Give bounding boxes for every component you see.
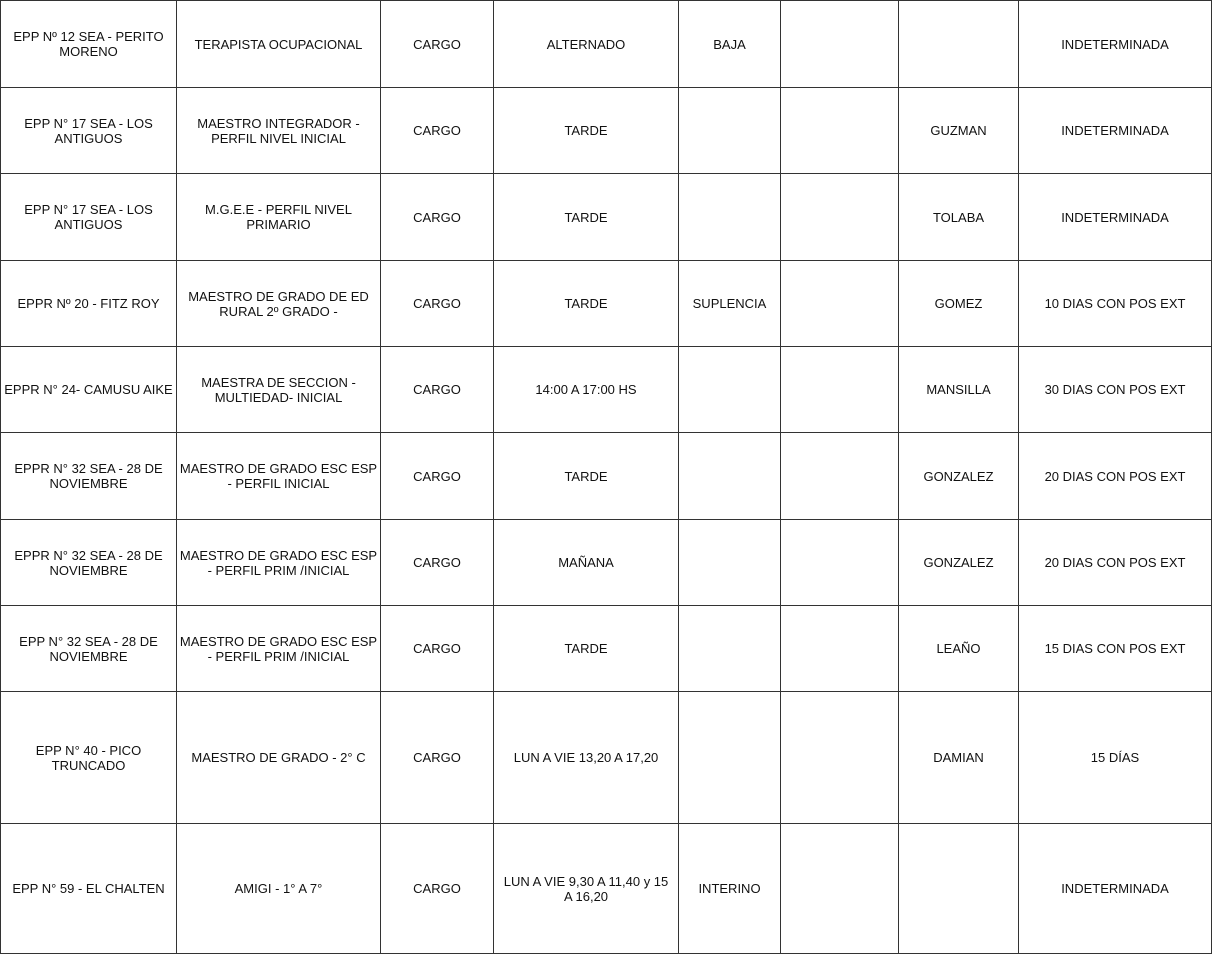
cell-duration: INDETERMINADA (1018, 173, 1212, 261)
cell-extra (780, 260, 899, 347)
table-row: EPP N° 17 SEA - LOS ANTIGUOS MAESTRO INTE… (0, 87, 1212, 174)
cell-schedule: 14:00 A 17:00 HS (493, 346, 679, 433)
cell-schedule: LUN A VIE 9,30 A 11,40 y 15 A 16,20 (493, 823, 679, 954)
cell-type: CARGO (380, 519, 494, 606)
cell-status (678, 605, 781, 692)
cell-status: INTERINO (678, 823, 781, 954)
cell-type: CARGO (380, 260, 494, 347)
cell-type: CARGO (380, 691, 494, 824)
cell-status (678, 691, 781, 824)
cell-schedule: ALTERNADO (493, 0, 679, 88)
cell-name: GONZALEZ (898, 432, 1019, 520)
cell-name: GUZMAN (898, 87, 1019, 174)
cell-schedule: TARDE (493, 87, 679, 174)
table-row: EPPR N° 24- CAMUSU AIKE MAESTRA DE SECCIO… (0, 346, 1212, 433)
cell-duration: 10 DIAS CON POS EXT (1018, 260, 1212, 347)
cell-status: BAJA (678, 0, 781, 88)
cell-schedule: TARDE (493, 432, 679, 520)
cell-schedule: TARDE (493, 605, 679, 692)
cell-school: EPPR Nº 20 - FITZ ROY (0, 260, 177, 347)
cell-duration: INDETERMINADA (1018, 0, 1212, 88)
cell-extra (780, 173, 899, 261)
cell-position: MAESTRO DE GRADO - 2° C (176, 691, 381, 824)
cell-position: MAESTRA DE SECCION - MULTIEDAD- INICIAL (176, 346, 381, 433)
cell-duration: 30 DIAS CON POS EXT (1018, 346, 1212, 433)
cell-school: EPP N° 17 SEA - LOS ANTIGUOS (0, 173, 177, 261)
cell-extra (780, 0, 899, 88)
cell-school: EPP N° 59 - EL CHALTEN (0, 823, 177, 954)
cell-school: EPPR N° 32 SEA - 28 DE NOVIEMBRE (0, 432, 177, 520)
cell-position: MAESTRO DE GRADO ESC ESP - PERFIL PRIM /… (176, 605, 381, 692)
cell-name (898, 0, 1019, 88)
cell-schedule: TARDE (493, 173, 679, 261)
table-row: EPP N° 59 - EL CHALTEN AMIGI - 1° A 7° CAR… (0, 823, 1212, 954)
cell-school: EPP N° 32 SEA - 28 DE NOVIEMBRE (0, 605, 177, 692)
cell-school: EPPR N° 24- CAMUSU AIKE (0, 346, 177, 433)
cell-name: LEAÑO (898, 605, 1019, 692)
cell-duration: 20 DIAS CON POS EXT (1018, 432, 1212, 520)
cell-duration: 15 DIAS CON POS EXT (1018, 605, 1212, 692)
cell-status (678, 346, 781, 433)
cell-name: DAMIAN (898, 691, 1019, 824)
cell-duration: 15 DÍAS (1018, 691, 1212, 824)
table-row: EPPR Nº 20 - FITZ ROY MAESTRO DE GRADO DE… (0, 260, 1212, 347)
cell-extra (780, 691, 899, 824)
cell-type: CARGO (380, 87, 494, 174)
cell-name: TOLABA (898, 173, 1019, 261)
cell-name: MANSILLA (898, 346, 1019, 433)
cell-position: TERAPISTA OCUPACIONAL (176, 0, 381, 88)
cell-school: EPP Nº 12 SEA - PERITO MORENO (0, 0, 177, 88)
cell-type: CARGO (380, 823, 494, 954)
cell-position: MAESTRO DE GRADO ESC ESP - PERFIL INICIA… (176, 432, 381, 520)
cell-status (678, 87, 781, 174)
cell-status (678, 173, 781, 261)
table-row: EPP Nº 12 SEA - PERITO MORENO TERAPISTA O… (0, 0, 1212, 88)
cell-school: EPP N° 17 SEA - LOS ANTIGUOS (0, 87, 177, 174)
cell-name (898, 823, 1019, 954)
cell-type: CARGO (380, 173, 494, 261)
cell-duration: INDETERMINADA (1018, 823, 1212, 954)
cell-schedule: TARDE (493, 260, 679, 347)
cell-position: MAESTRO INTEGRADOR - PERFIL NIVEL INICIA… (176, 87, 381, 174)
cell-extra (780, 432, 899, 520)
cell-schedule: LUN A VIE 13,20 A 17,20 (493, 691, 679, 824)
cell-type: CARGO (380, 0, 494, 88)
cell-extra (780, 823, 899, 954)
cell-name: GONZALEZ (898, 519, 1019, 606)
cell-type: CARGO (380, 432, 494, 520)
cell-position: MAESTRO DE GRADO DE ED RURAL 2º GRADO - (176, 260, 381, 347)
table-row: EPP N° 40 - PICO TRUNCADO MAESTRO DE GRAD… (0, 691, 1212, 824)
cell-type: CARGO (380, 605, 494, 692)
table-row: EPP N° 32 SEA - 28 DE NOVIEMBRE MAESTRO D… (0, 605, 1212, 692)
cell-duration: INDETERMINADA (1018, 87, 1212, 174)
cell-duration: 20 DIAS CON POS EXT (1018, 519, 1212, 606)
cell-position: M.G.E.E - PERFIL NIVEL PRIMARIO (176, 173, 381, 261)
cell-extra (780, 519, 899, 606)
table-row: EPP N° 17 SEA - LOS ANTIGUOS M.G.E.E - PE… (0, 173, 1212, 261)
cell-type: CARGO (380, 346, 494, 433)
table-row: EPPR N° 32 SEA - 28 DE NOVIEMBRE MAESTRO … (0, 519, 1212, 606)
cell-name: GOMEZ (898, 260, 1019, 347)
cell-extra (780, 605, 899, 692)
cell-status (678, 432, 781, 520)
cell-schedule: MAÑANA (493, 519, 679, 606)
cell-position: MAESTRO DE GRADO ESC ESP - PERFIL PRIM /… (176, 519, 381, 606)
cell-status: SUPLENCIA (678, 260, 781, 347)
cell-school: EPP N° 40 - PICO TRUNCADO (0, 691, 177, 824)
cell-status (678, 519, 781, 606)
cell-school: EPPR N° 32 SEA - 28 DE NOVIEMBRE (0, 519, 177, 606)
cell-extra (780, 87, 899, 174)
cell-extra (780, 346, 899, 433)
table-row: EPPR N° 32 SEA - 28 DE NOVIEMBRE MAESTRO … (0, 432, 1212, 520)
cell-position: AMIGI - 1° A 7° (176, 823, 381, 954)
